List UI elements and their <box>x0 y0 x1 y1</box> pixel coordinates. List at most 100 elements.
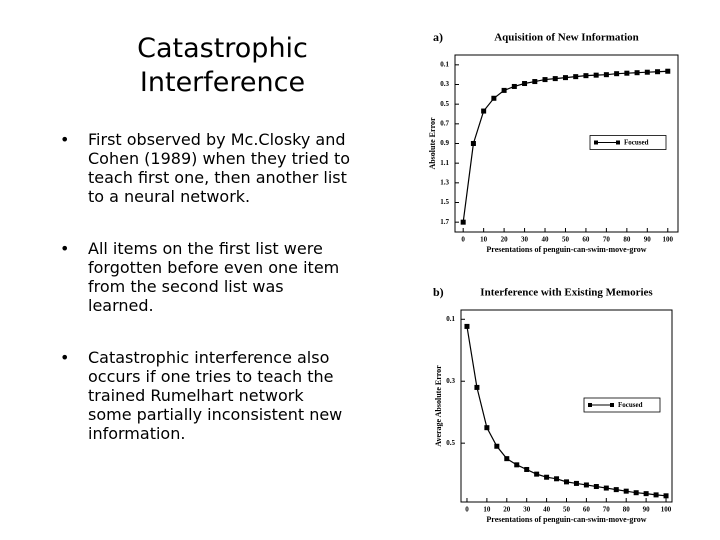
marker <box>501 87 507 93</box>
marker <box>624 70 630 76</box>
x-tick-label: 30 <box>523 506 531 514</box>
x-axis-label: Presentations of penguin-can-swim-move-g… <box>486 245 646 254</box>
y-tick-label: 1.1 <box>440 159 449 167</box>
marker <box>644 69 650 75</box>
x-tick-label: 40 <box>543 506 551 514</box>
legend-marker <box>588 403 592 407</box>
legend-label: Focused <box>624 139 649 147</box>
y-tick-label: 0.3 <box>446 377 455 385</box>
x-tick-label: 90 <box>643 506 651 514</box>
marker <box>573 480 579 486</box>
marker <box>494 443 500 449</box>
y-tick-label: 0.1 <box>446 315 455 323</box>
marker <box>532 79 538 85</box>
marker <box>544 474 550 480</box>
x-tick-label: 80 <box>623 236 631 244</box>
bullet-list: • First observed by Mc.Closky and Cohen (… <box>60 130 350 476</box>
marker <box>655 69 661 75</box>
x-tick-label: 40 <box>542 236 550 244</box>
marker <box>653 492 659 498</box>
marker <box>593 484 599 490</box>
bullet-text: First observed by Mc.Closky and Cohen (1… <box>88 130 351 206</box>
legend-marker <box>594 140 598 145</box>
x-tick-label: 90 <box>644 236 652 244</box>
legend-marker <box>616 140 620 145</box>
marker <box>614 71 620 77</box>
x-tick-label: 20 <box>503 506 511 514</box>
panel-label: b) <box>433 285 444 299</box>
y-tick-label: 1.5 <box>440 198 449 206</box>
x-tick-label: 10 <box>483 506 491 514</box>
marker <box>542 77 548 83</box>
marker <box>623 488 629 494</box>
y-tick-label: 0.5 <box>446 439 455 447</box>
y-axis-label: Absolute Error <box>428 117 437 170</box>
marker <box>554 476 560 482</box>
slide-title: Catastrophic Interference <box>100 32 345 100</box>
x-tick-label: 50 <box>562 236 570 244</box>
marker <box>603 485 609 491</box>
legend-marker <box>610 403 614 407</box>
marker <box>562 75 568 81</box>
y-tick-label: 0.3 <box>440 80 449 88</box>
x-tick-label: 10 <box>480 236 488 244</box>
bullet-text: All items on the first list were forgott… <box>88 239 340 315</box>
x-tick-label: 30 <box>521 236 529 244</box>
y-tick-label: 1.7 <box>440 218 449 226</box>
x-tick-label: 60 <box>583 506 591 514</box>
marker <box>464 323 470 329</box>
marker <box>665 68 671 74</box>
legend-box <box>583 397 661 413</box>
marker <box>524 466 530 472</box>
bullet: • First observed by Mc.Closky and Cohen (… <box>60 130 351 206</box>
chart-title: Interference with Existing Memories <box>480 287 653 299</box>
chart-title: Aquisition of New Information <box>494 32 639 44</box>
x-axis-label: Presentations of penguin-can-swim-move-g… <box>486 515 646 524</box>
marker <box>481 108 487 114</box>
x-tick-label: 60 <box>582 236 590 244</box>
marker <box>603 72 609 78</box>
bullet: • Catastrophic interference also occurs i… <box>60 348 343 443</box>
title-line: Catastrophic <box>137 33 308 64</box>
y-tick-label: 0.7 <box>440 119 449 127</box>
marker <box>583 73 589 79</box>
marker <box>573 74 579 80</box>
marker <box>583 482 589 488</box>
x-tick-label: 70 <box>603 236 611 244</box>
marker <box>634 70 640 76</box>
marker <box>470 141 476 146</box>
marker <box>663 493 669 499</box>
title-line: Interference <box>139 67 306 98</box>
y-tick-label: 0.9 <box>440 139 449 147</box>
marker <box>474 384 480 390</box>
legend-label: Focused <box>618 401 643 409</box>
marker <box>491 95 497 101</box>
marker <box>534 471 540 477</box>
x-tick-label: 70 <box>603 506 611 514</box>
marker <box>484 425 490 431</box>
y-tick-label: 1.3 <box>440 178 449 186</box>
marker <box>514 462 520 468</box>
x-tick-label: 100 <box>663 236 674 244</box>
panel-label: a) <box>433 30 443 44</box>
marker <box>552 76 558 82</box>
marker <box>593 72 599 78</box>
legend-box <box>589 135 667 150</box>
y-tick-label: 0.1 <box>440 60 449 68</box>
marker <box>460 219 466 225</box>
y-axis-label: Average Absolute Error <box>434 365 443 447</box>
marker <box>511 83 517 89</box>
x-tick-label: 50 <box>563 506 571 514</box>
x-tick-label: 0 <box>461 236 465 244</box>
x-tick-label: 20 <box>501 236 509 244</box>
bullet-text: Catastrophic interference also occurs if… <box>88 348 343 443</box>
marker <box>564 479 569 485</box>
marker <box>633 490 639 496</box>
marker <box>522 81 528 87</box>
marker <box>504 456 510 462</box>
bullet: • All items on the first list were forgot… <box>60 239 340 315</box>
y-tick-label: 0.5 <box>440 100 449 108</box>
marker <box>643 491 649 497</box>
